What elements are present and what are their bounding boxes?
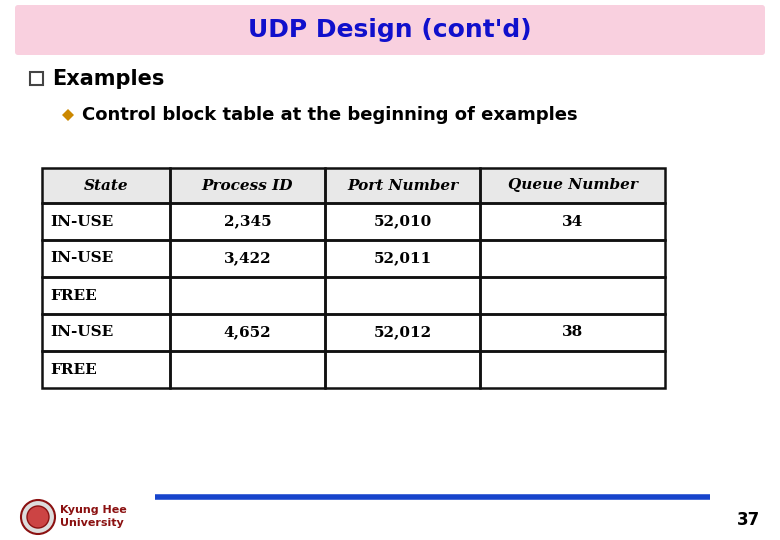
Text: IN-USE: IN-USE bbox=[50, 214, 113, 228]
Text: 34: 34 bbox=[562, 214, 583, 228]
Bar bbox=[42, 203, 170, 240]
Text: Port Number: Port Number bbox=[347, 179, 458, 192]
Bar bbox=[480, 314, 665, 351]
Bar bbox=[170, 351, 325, 388]
Text: Queue Number: Queue Number bbox=[508, 179, 637, 192]
Bar bbox=[325, 240, 480, 277]
Text: Process ID: Process ID bbox=[202, 179, 293, 192]
Text: 2,345: 2,345 bbox=[224, 214, 271, 228]
Bar bbox=[42, 314, 170, 351]
Text: FREE: FREE bbox=[50, 362, 97, 376]
Text: 52,011: 52,011 bbox=[374, 252, 431, 266]
Bar bbox=[480, 240, 665, 277]
FancyBboxPatch shape bbox=[30, 72, 43, 85]
Text: State: State bbox=[83, 179, 129, 192]
Bar bbox=[480, 351, 665, 388]
Text: University: University bbox=[60, 518, 124, 528]
Circle shape bbox=[27, 506, 49, 528]
Bar bbox=[170, 203, 325, 240]
Bar bbox=[325, 314, 480, 351]
Text: IN-USE: IN-USE bbox=[50, 252, 113, 266]
Text: Examples: Examples bbox=[52, 69, 165, 89]
Bar bbox=[42, 168, 665, 203]
Text: 37: 37 bbox=[737, 511, 760, 529]
Text: 38: 38 bbox=[562, 326, 583, 340]
Text: 3,422: 3,422 bbox=[224, 252, 271, 266]
Circle shape bbox=[21, 500, 55, 534]
Bar bbox=[325, 277, 480, 314]
Bar bbox=[480, 168, 665, 203]
Polygon shape bbox=[62, 109, 74, 121]
Bar bbox=[42, 240, 170, 277]
Bar bbox=[480, 277, 665, 314]
Bar bbox=[170, 277, 325, 314]
Text: FREE: FREE bbox=[50, 288, 97, 302]
Bar bbox=[170, 314, 325, 351]
Text: UDP Design (cont'd): UDP Design (cont'd) bbox=[248, 18, 532, 42]
Bar bbox=[325, 168, 480, 203]
FancyBboxPatch shape bbox=[15, 5, 765, 55]
Bar bbox=[480, 203, 665, 240]
Bar bbox=[42, 351, 170, 388]
Bar bbox=[170, 240, 325, 277]
Bar bbox=[325, 203, 480, 240]
Bar bbox=[42, 168, 170, 203]
Text: 52,010: 52,010 bbox=[374, 214, 431, 228]
Text: Control block table at the beginning of examples: Control block table at the beginning of … bbox=[82, 106, 578, 124]
Bar bbox=[325, 351, 480, 388]
Text: 52,012: 52,012 bbox=[374, 326, 431, 340]
Bar bbox=[170, 168, 325, 203]
Text: 4,652: 4,652 bbox=[224, 326, 271, 340]
Text: Kyung Hee: Kyung Hee bbox=[60, 505, 126, 515]
Bar bbox=[42, 277, 170, 314]
Text: IN-USE: IN-USE bbox=[50, 326, 113, 340]
